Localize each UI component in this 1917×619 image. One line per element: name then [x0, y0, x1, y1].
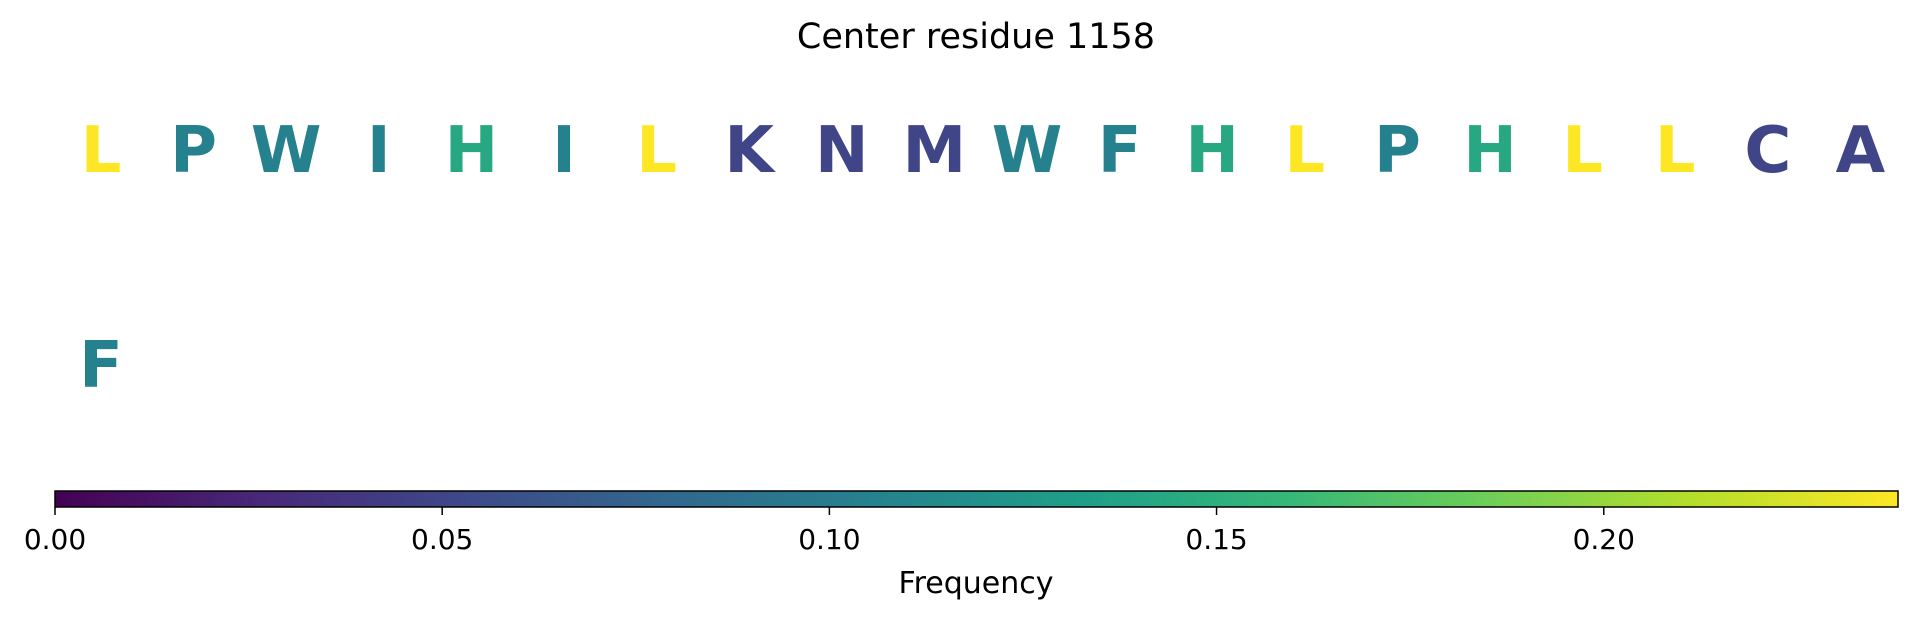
- colorbar-tick-label: 0.20: [1573, 523, 1635, 556]
- residue-letter-h: H: [1463, 114, 1517, 188]
- colorbar-tick-label: 0.15: [1185, 523, 1247, 556]
- colorbar: 0.00 0.05 0.10 0.15 0.20 Frequency: [24, 490, 1899, 601]
- residue-letter-p: P: [170, 114, 217, 188]
- colorbar-ticks: 0.00 0.05 0.10 0.15 0.20: [24, 507, 1635, 556]
- residue-letter-w: W: [251, 114, 322, 188]
- residue-letter-f: F: [1098, 114, 1142, 188]
- residue-letter-f: F: [79, 329, 123, 403]
- colorbar-tick-label: 0.00: [24, 523, 86, 556]
- residue-letter-a: A: [1836, 114, 1886, 188]
- residue-letter-n: N: [815, 114, 869, 188]
- residue-letter-l: L: [1284, 114, 1325, 188]
- residue-letter-h: H: [445, 114, 499, 188]
- residue-letter-l: L: [1655, 114, 1696, 188]
- residue-letter-m: M: [903, 114, 967, 188]
- colorbar-frame: [54, 490, 1899, 508]
- residue-letter-p: P: [1374, 114, 1421, 188]
- residue-letter-h: H: [1185, 114, 1239, 188]
- residue-letter-c: C: [1744, 114, 1791, 188]
- colorbar-gradient: [55, 491, 1898, 507]
- residue-letter-l: L: [1562, 114, 1603, 188]
- colorbar-tick-label: 0.10: [798, 523, 860, 556]
- residue-letter-w: W: [992, 114, 1063, 188]
- residue-letter-i: I: [367, 114, 391, 188]
- colorbar-label: Frequency: [899, 566, 1054, 601]
- residue-letter-l: L: [81, 114, 122, 188]
- residue-letter-l: L: [636, 114, 677, 188]
- residue-letter-i: I: [552, 114, 576, 188]
- residue-letter-k: K: [724, 114, 776, 188]
- colorbar-tick-label: 0.05: [411, 523, 473, 556]
- chart-title: Center residue 1158: [797, 17, 1155, 57]
- residue-letters: L P W I H I L K N M W F H L P H L L C AF: [79, 114, 1885, 403]
